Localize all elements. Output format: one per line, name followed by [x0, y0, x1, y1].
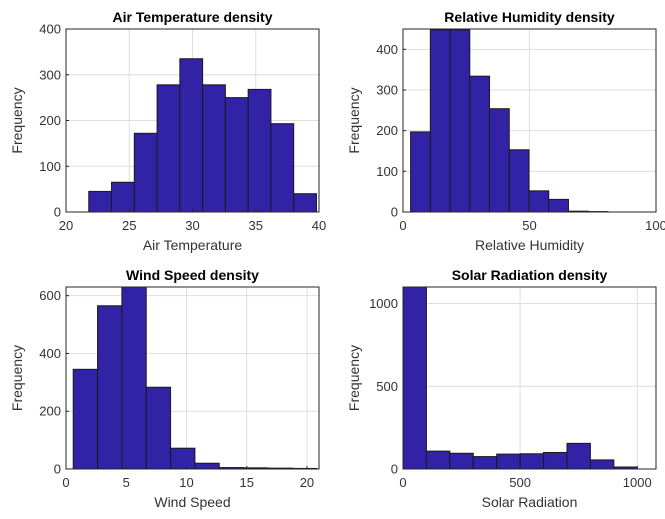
histogram-bar: [429, 29, 451, 213]
histogram-bar: [97, 305, 123, 470]
y-tick-label: 200: [39, 404, 61, 419]
x-axis-label: Relative Humidity: [475, 237, 584, 253]
y-tick-label: 300: [376, 83, 398, 98]
histogram-bar: [589, 459, 615, 470]
histogram-bar: [145, 386, 172, 470]
y-tick-label: 0: [391, 205, 398, 220]
histogram-bar: [543, 451, 568, 470]
y-tick-label: 0: [54, 205, 61, 220]
histogram-bar: [133, 132, 158, 213]
histogram-bar: [156, 84, 181, 213]
histogram-bar: [410, 131, 431, 213]
y-tick-label: 100: [39, 159, 61, 174]
histogram-bar: [88, 190, 113, 213]
x-tick-label: 5: [123, 475, 130, 490]
x-axis-label: Wind Speed: [154, 494, 230, 510]
histogram-bar: [170, 447, 196, 470]
x-tick-label: 40: [312, 218, 326, 233]
x-tick-label: 0: [62, 475, 69, 490]
x-tick-label: 10: [179, 475, 193, 490]
y-tick-label: 400: [39, 346, 61, 361]
y-tick-label: 500: [376, 379, 398, 394]
x-tick-label: 25: [122, 218, 136, 233]
x-tick-label: 1000: [623, 475, 652, 490]
histogram-bar: [270, 123, 295, 213]
histogram-bar: [402, 286, 427, 470]
y-axis-label: Frequency: [9, 87, 25, 153]
y-tick-label: 100: [376, 164, 398, 179]
histogram-bar: [202, 84, 226, 213]
x-tick-label: 50: [522, 218, 536, 233]
x-axis-label: Solar Radiation: [482, 494, 578, 510]
y-tick-label: 200: [39, 113, 61, 128]
x-axis-label: Air Temperature: [143, 237, 243, 253]
histogram-bar: [194, 462, 220, 470]
chart-title: Wind Speed density: [126, 267, 259, 283]
y-tick-label: 1000: [369, 296, 398, 311]
histogram-bar: [469, 75, 491, 213]
histogram-bar: [519, 453, 545, 470]
x-tick-label: 20: [300, 475, 314, 490]
histogram-bar: [121, 286, 147, 470]
y-tick-label: 0: [391, 462, 398, 477]
y-tick-label: 300: [39, 67, 61, 82]
x-tick-label: 100: [645, 218, 665, 233]
chart-title: Relative Humidity density: [444, 9, 615, 25]
y-axis-label: Frequency: [346, 345, 362, 411]
histogram-bar: [548, 198, 569, 213]
y-axis-label: Frequency: [9, 345, 25, 411]
histogram-bar: [528, 190, 550, 213]
histogram-bar: [179, 58, 204, 213]
x-tick-label: 30: [185, 218, 199, 233]
chart-title: Air Temperature density: [112, 9, 272, 25]
axes-box: [402, 286, 657, 470]
histogram-bar: [247, 88, 272, 213]
chart-title: Solar Radiation density: [452, 267, 608, 283]
histogram-bar: [111, 181, 135, 213]
x-tick-label: 20: [59, 218, 73, 233]
x-tick-label: 35: [249, 218, 263, 233]
histogram-bar: [566, 442, 591, 470]
histogram-bar: [496, 453, 521, 470]
x-tick-label: 0: [399, 218, 406, 233]
y-tick-label: 400: [39, 22, 61, 37]
histogram-bar: [293, 193, 317, 213]
histogram-bar: [425, 450, 451, 470]
chart-panel-3: 0 500 1000 0 500 1000 Solar Radiation density S…: [346, 267, 657, 510]
histogram-bar: [508, 149, 530, 213]
histogram-bar: [489, 108, 510, 213]
axes-box: [65, 286, 320, 470]
y-axis-label: Frequency: [346, 87, 362, 153]
x-tick-label: 15: [239, 475, 253, 490]
y-tick-label: 200: [376, 123, 398, 138]
histogram-bar: [449, 452, 474, 470]
histogram-bar: [224, 97, 249, 213]
y-tick-label: 0: [54, 462, 61, 477]
histogram-bar: [72, 368, 99, 470]
histogram-bar: [449, 29, 471, 213]
chart-panel-1: 0 50 100 0 100 200 300 400 Relative Humidity den…: [346, 9, 665, 253]
histogram-bar: [472, 456, 498, 470]
y-tick-label: 400: [376, 42, 398, 57]
x-tick-label: 0: [399, 475, 406, 490]
y-tick-label: 600: [39, 288, 61, 303]
x-tick-label: 500: [509, 475, 531, 490]
